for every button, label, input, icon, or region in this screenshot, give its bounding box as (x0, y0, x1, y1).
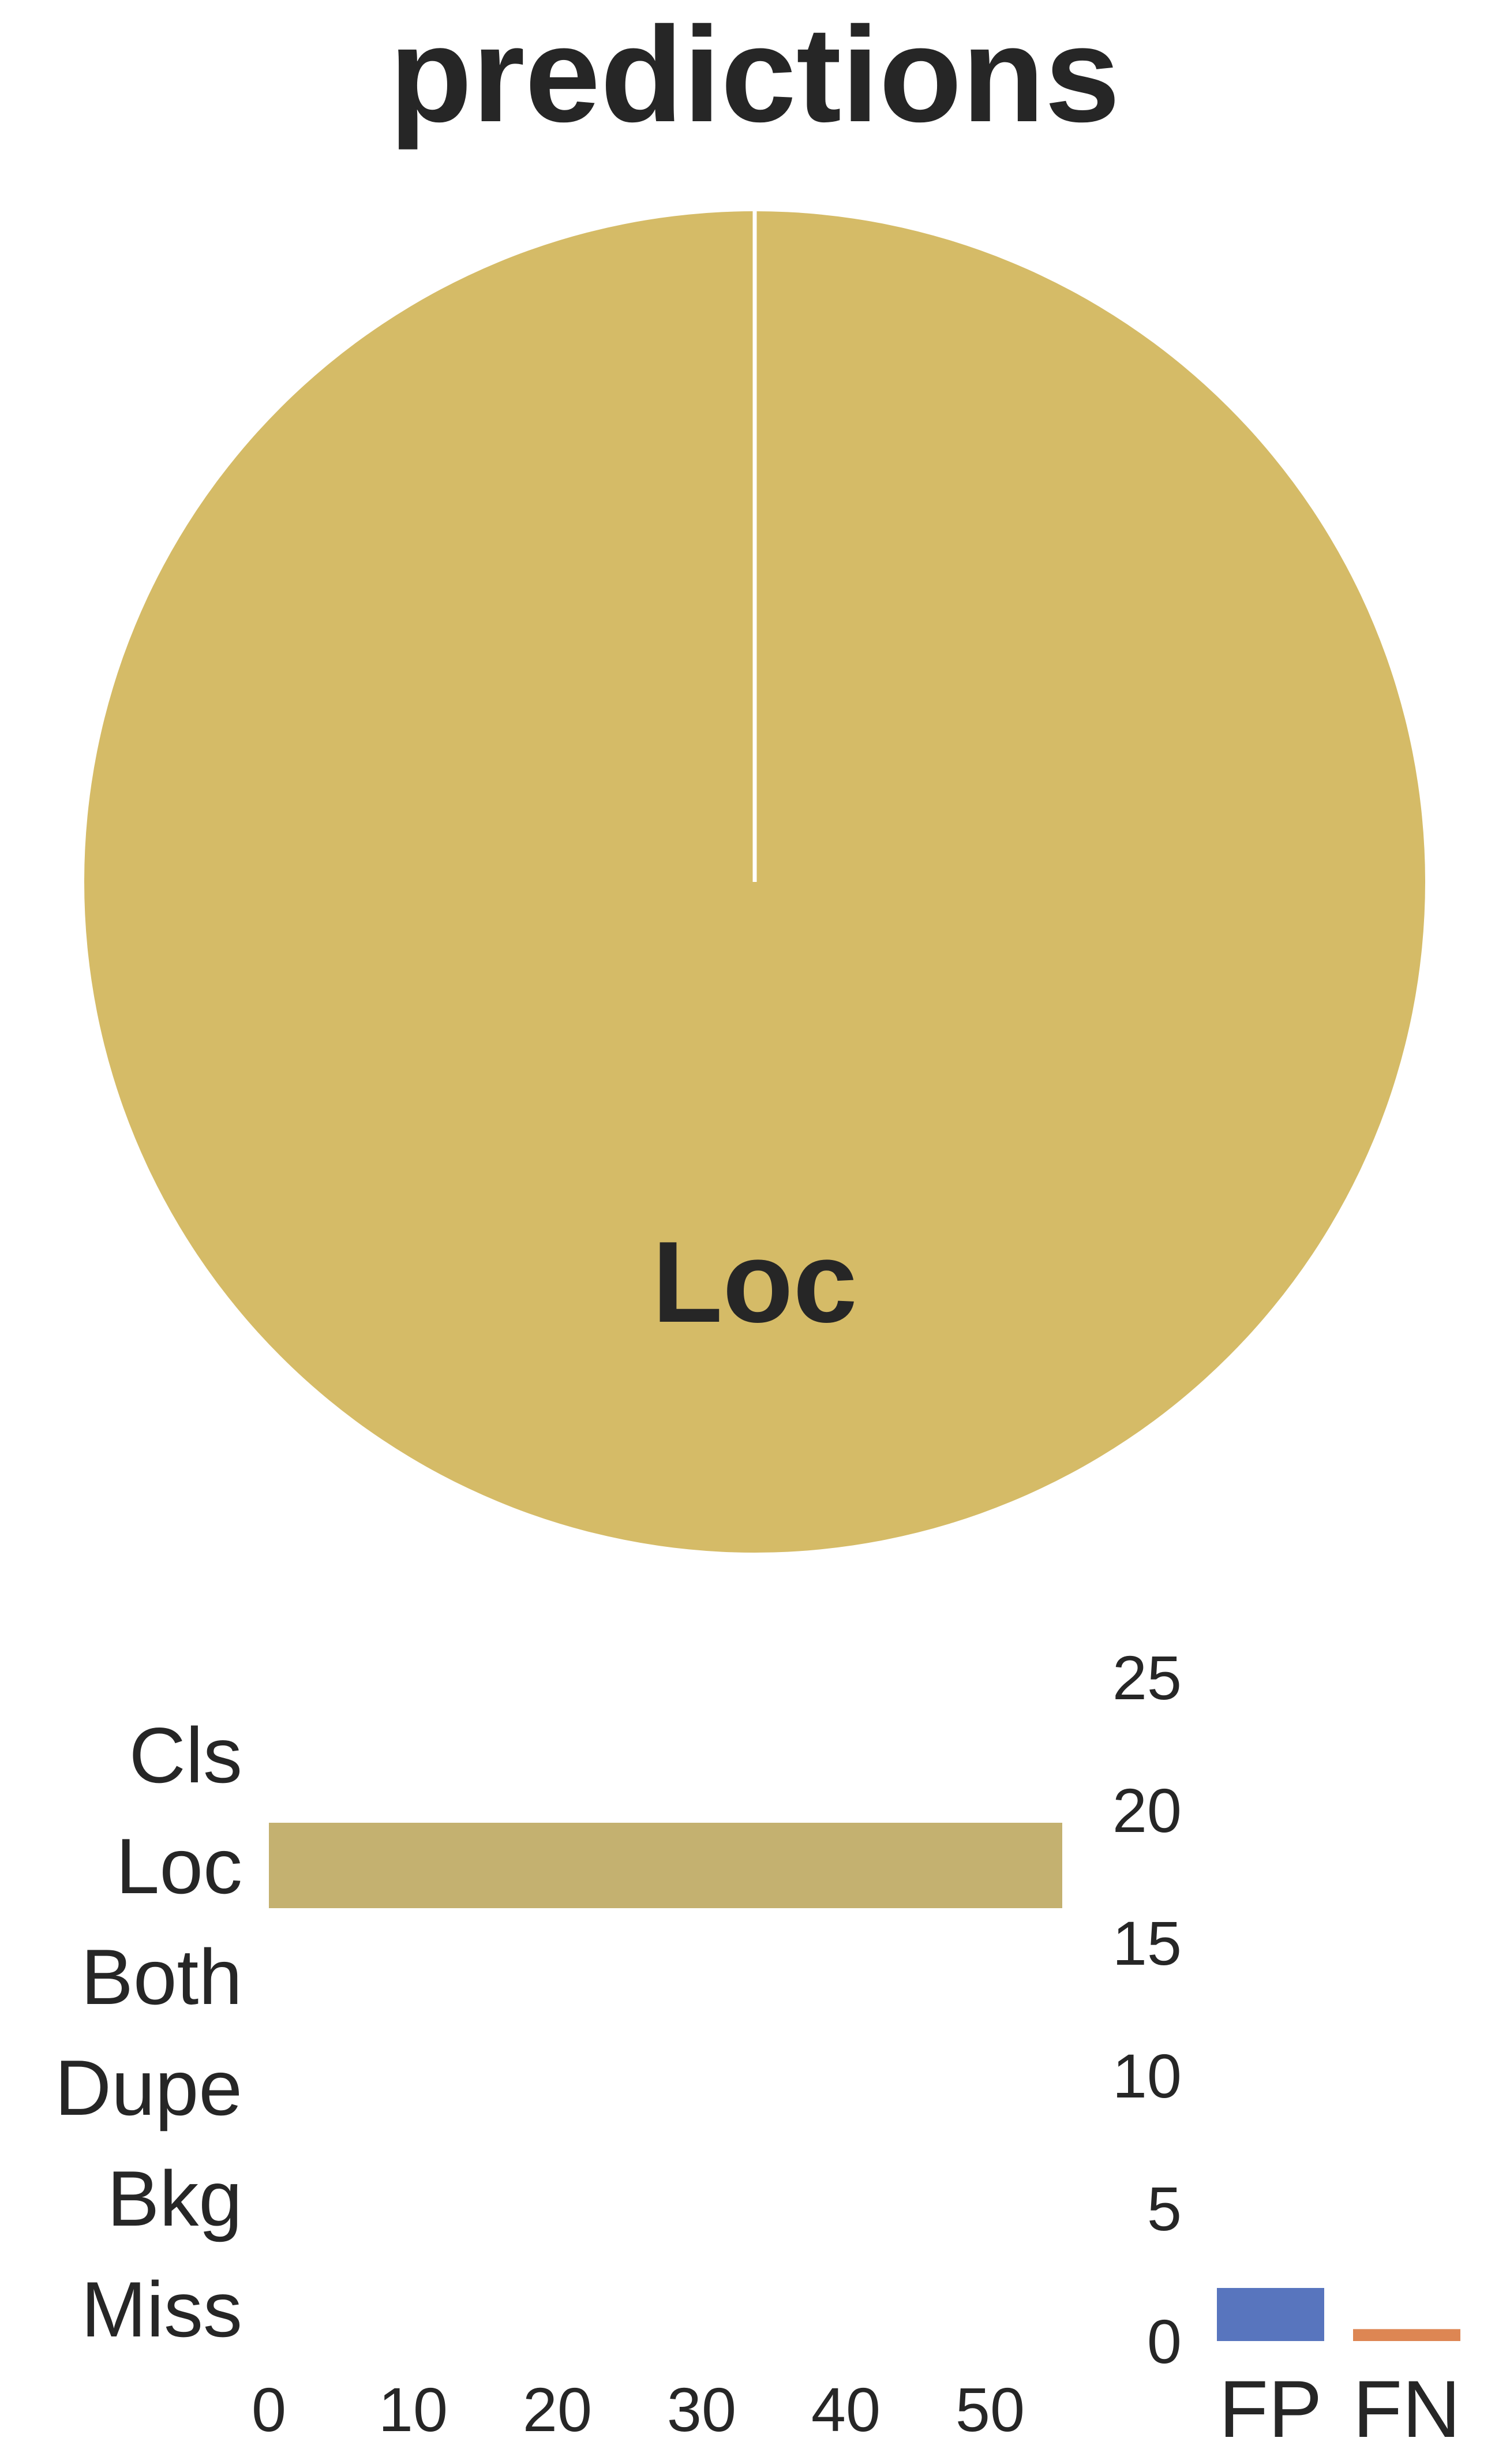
xtick-label-fn: FN (1353, 2364, 1461, 2454)
bar-loc (269, 1823, 1062, 1908)
xtick-label: 0 (252, 2375, 286, 2444)
bar-fp (1217, 2288, 1324, 2341)
xtick-label: 10 (379, 2375, 448, 2444)
pie-chart: Loc (84, 211, 1425, 1553)
fp-fn-bar-chart: 0 5 10 15 20 25 FP FN (1112, 1643, 1460, 2454)
ytick-label: 0 (1147, 2306, 1182, 2376)
bar-fn (1353, 2329, 1460, 2341)
pie-slice-label: Loc (652, 1218, 857, 1347)
ytick-label-both: Both (81, 1933, 242, 2021)
ytick-label-loc: Loc (116, 1822, 242, 1910)
pie-chart-title: predictions (389, 0, 1121, 150)
xtick-label: 30 (667, 2375, 736, 2444)
ytick-label: 25 (1112, 1643, 1182, 1713)
xtick-label: 40 (811, 2375, 880, 2444)
xtick-label: 50 (956, 2375, 1025, 2444)
xtick-label-fp: FP (1219, 2364, 1322, 2454)
ytick-label-cls: Cls (129, 1711, 242, 1799)
ytick-label-miss: Miss (81, 2265, 242, 2353)
xtick-label: 20 (523, 2375, 592, 2444)
ytick-label: 10 (1112, 2041, 1182, 2111)
ytick-label: 15 (1112, 1908, 1182, 1978)
ytick-label-bkg: Bkg (107, 2155, 242, 2242)
ytick-label: 5 (1147, 2174, 1182, 2244)
ytick-label-dupe: Dupe (55, 2044, 242, 2132)
ytick-label: 20 (1112, 1775, 1182, 1845)
